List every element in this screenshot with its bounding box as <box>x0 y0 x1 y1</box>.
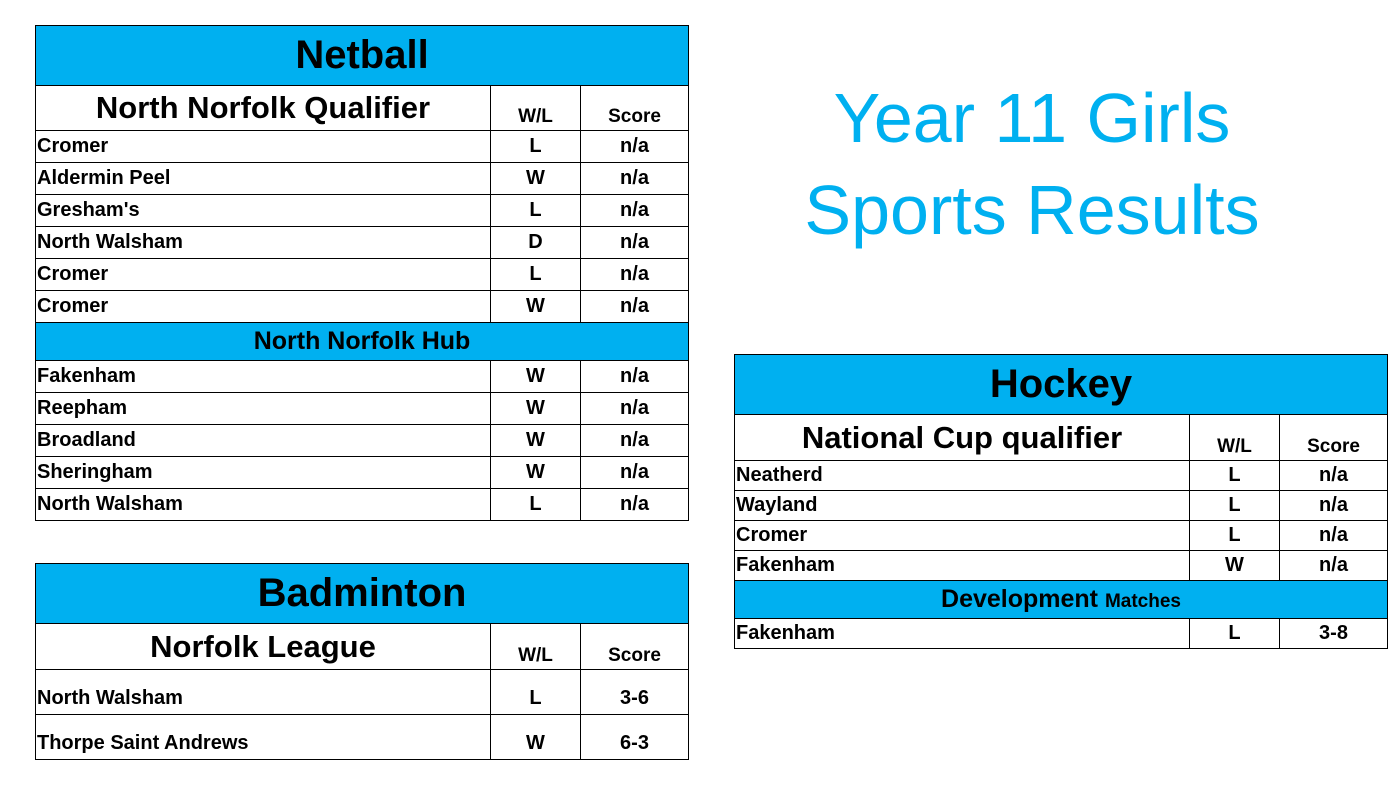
team-name: Sheringham <box>35 456 491 489</box>
team-name: North Walsham <box>35 488 491 521</box>
result-score: n/a <box>579 488 690 521</box>
result-wl: W <box>490 424 581 457</box>
result-wl: W <box>490 456 581 489</box>
result-score: 3-6 <box>579 669 690 715</box>
page-title-line1: Year 11 Girls <box>833 79 1231 157</box>
hockey-section-development-small: Matches <box>1104 591 1181 612</box>
table-row: Fakenham W n/a <box>734 550 1389 581</box>
netball-table: Netball North Norfolk Qualifier W/L Scor… <box>34 25 690 521</box>
team-name: Reepham <box>35 392 491 425</box>
netball-title: Netball <box>34 25 690 86</box>
netball-score-header: Score <box>579 85 690 131</box>
table-row: Fakenham L 3-8 <box>734 618 1389 649</box>
table-row: North Walsham L n/a <box>35 488 690 521</box>
result-wl: W <box>1189 550 1280 581</box>
hockey-wl-header: W/L <box>1189 414 1280 461</box>
result-wl: L <box>490 130 581 163</box>
team-name: Cromer <box>35 130 491 163</box>
team-name: Cromer <box>734 520 1190 551</box>
table-row: Sheringham W n/a <box>35 456 690 489</box>
result-wl: L <box>490 258 581 291</box>
result-score: n/a <box>1278 520 1389 551</box>
table-row: Neatherd L n/a <box>734 460 1389 491</box>
table-row: North Walsham D n/a <box>35 226 690 259</box>
team-name: Thorpe Saint Andrews <box>35 714 491 760</box>
badminton-score-header: Score <box>579 623 690 670</box>
team-name: North Walsham <box>35 669 491 715</box>
result-wl: L <box>1189 520 1280 551</box>
result-score: n/a <box>579 290 690 323</box>
result-score: n/a <box>579 130 690 163</box>
table-row: Fakenham W n/a <box>35 360 690 393</box>
result-score: 3-8 <box>1278 618 1389 649</box>
result-score: n/a <box>579 456 690 489</box>
team-name: Cromer <box>35 258 491 291</box>
result-score: n/a <box>579 424 690 457</box>
result-wl: L <box>490 194 581 227</box>
hockey-section-cup: National Cup qualifier <box>734 414 1190 461</box>
team-name: Broadland <box>35 424 491 457</box>
table-row: Cromer L n/a <box>734 520 1389 551</box>
table-row: Broadland W n/a <box>35 424 690 457</box>
result-score: n/a <box>1278 460 1389 491</box>
badminton-wl-header: W/L <box>490 623 581 670</box>
team-name: Fakenham <box>734 550 1190 581</box>
table-row: Cromer L n/a <box>35 258 690 291</box>
result-wl: W <box>490 714 581 760</box>
hockey-table: Hockey National Cup qualifier W/L Score … <box>733 354 1389 649</box>
table-row: Gresham's L n/a <box>35 194 690 227</box>
result-score: n/a <box>1278 490 1389 521</box>
team-name: North Walsham <box>35 226 491 259</box>
table-row: Cromer L n/a <box>35 130 690 163</box>
hockey-score-header: Score <box>1278 414 1389 461</box>
team-name: Aldermin Peel <box>35 162 491 195</box>
team-name: Fakenham <box>734 618 1190 649</box>
team-name: Neatherd <box>734 460 1190 491</box>
team-name: Cromer <box>35 290 491 323</box>
result-score: n/a <box>579 194 690 227</box>
table-row: Wayland L n/a <box>734 490 1389 521</box>
page-title-line2: Sports Results <box>804 171 1260 249</box>
table-row: North Walsham L 3-6 <box>35 669 690 715</box>
result-wl: W <box>490 290 581 323</box>
hockey-title: Hockey <box>733 354 1389 415</box>
badminton-title: Badminton <box>34 563 690 624</box>
netball-wl-header: W/L <box>490 85 581 131</box>
netball-section-qualifier: North Norfolk Qualifier <box>35 85 491 131</box>
result-wl: D <box>490 226 581 259</box>
result-wl: L <box>490 669 581 715</box>
team-name: Gresham's <box>35 194 491 227</box>
result-score: n/a <box>1278 550 1389 581</box>
result-wl: W <box>490 162 581 195</box>
table-row: Aldermin Peel W n/a <box>35 162 690 195</box>
result-score: n/a <box>579 258 690 291</box>
result-wl: L <box>1189 618 1280 649</box>
team-name: Wayland <box>734 490 1190 521</box>
team-name: Fakenham <box>35 360 491 393</box>
hockey-section-development: Development Matches <box>733 580 1389 619</box>
result-score: n/a <box>579 392 690 425</box>
page-title: Year 11 Girls Sports Results <box>760 72 1304 256</box>
hockey-section-development-main: Development <box>941 585 1098 613</box>
result-wl: L <box>490 488 581 521</box>
result-score: n/a <box>579 162 690 195</box>
table-row: Reepham W n/a <box>35 392 690 425</box>
result-wl: W <box>490 360 581 393</box>
result-wl: L <box>1189 490 1280 521</box>
result-score: n/a <box>579 226 690 259</box>
result-wl: W <box>490 392 581 425</box>
table-row: Thorpe Saint Andrews W 6-3 <box>35 714 690 760</box>
badminton-section-league: Norfolk League <box>35 623 491 670</box>
badminton-table: Badminton Norfolk League W/L Score North… <box>34 563 690 760</box>
result-wl: L <box>1189 460 1280 491</box>
table-row: Cromer W n/a <box>35 290 690 323</box>
netball-section-hub: North Norfolk Hub <box>34 322 690 361</box>
result-score: 6-3 <box>579 714 690 760</box>
result-score: n/a <box>579 360 690 393</box>
